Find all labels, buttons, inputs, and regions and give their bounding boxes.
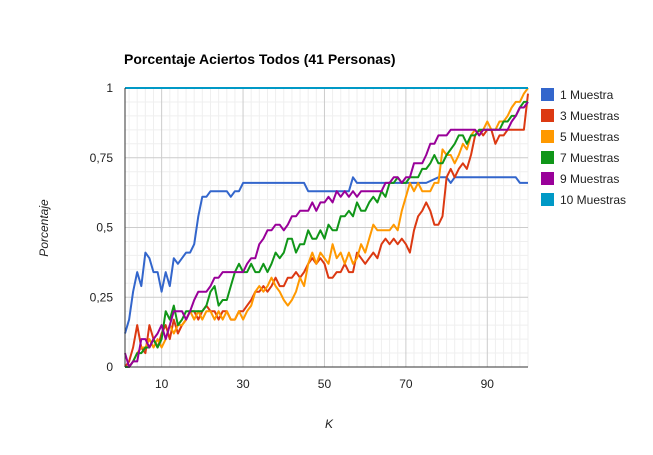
legend-swatch: [541, 193, 554, 206]
legend-swatch: [541, 151, 554, 164]
legend-swatch: [541, 109, 554, 122]
axes-layer: [124, 88, 528, 368]
x-tick-label: 70: [399, 377, 413, 391]
legend-label: 3 Muestras: [560, 109, 619, 123]
legend-label: 1 Muestra: [560, 88, 614, 102]
legend-label: 7 Muestras: [560, 151, 619, 165]
legend-swatch: [541, 88, 554, 101]
x-tick-label: 50: [318, 377, 332, 391]
y-tick-label: 0: [106, 360, 113, 374]
y-tick-label: 0,75: [90, 151, 114, 165]
legend-swatch: [541, 172, 554, 185]
legend-swatch: [541, 130, 554, 143]
y-tick-label: 0,25: [90, 290, 114, 304]
tick-labels: 10 30 50 70 90 0 0,25 0,5 0,75 1: [90, 81, 495, 391]
y-tick-label: 1: [106, 81, 113, 95]
y-axis-title: Porcentaje: [37, 199, 51, 257]
series-line-4: [125, 100, 528, 368]
x-tick-label: 90: [481, 377, 495, 391]
x-axis-title: K: [325, 417, 334, 431]
legend-label: 5 Muestras: [560, 130, 619, 144]
chart-title: Porcentaje Aciertos Todos (41 Personas): [124, 51, 396, 67]
series-layer: [124, 87, 529, 368]
y-tick-label: 0,5: [96, 221, 113, 235]
legend: 1 Muestra 3 Muestras 5 Muestras 7 Muestras 9…: [541, 88, 626, 207]
series-line-1: [124, 176, 528, 334]
series-line-5: [124, 101, 529, 368]
x-tick-label: 10: [155, 377, 169, 391]
x-tick-label: 30: [236, 377, 250, 391]
legend-label: 10 Muestras: [560, 193, 626, 207]
grid-major: [125, 87, 528, 367]
series-line-3: [125, 87, 529, 368]
legend-label: 9 Muestras: [560, 172, 619, 186]
